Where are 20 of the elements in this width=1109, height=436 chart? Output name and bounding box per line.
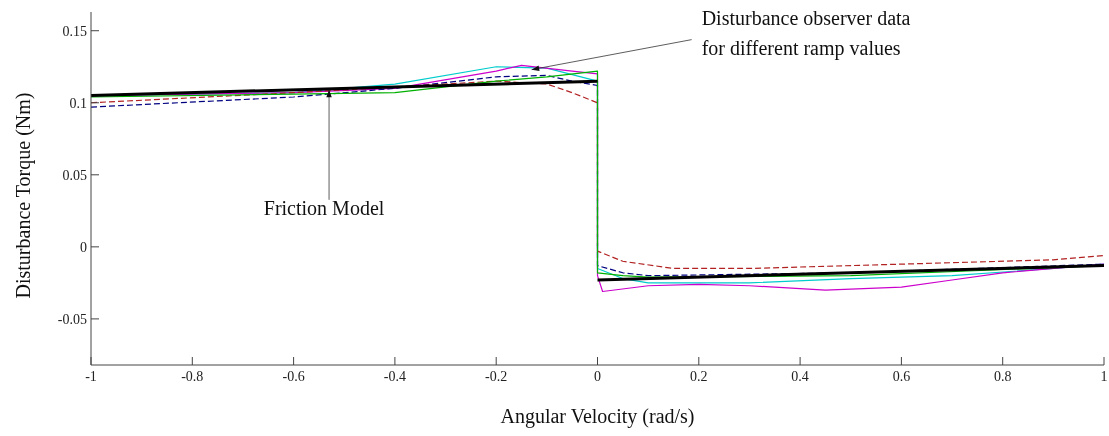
y-tick-label: 0.05 (62, 167, 87, 183)
x-tick-label: 1 (1100, 368, 1108, 384)
x-tick-label: -0.6 (282, 368, 305, 384)
y-tick-label: -0.05 (57, 311, 87, 327)
x-tick-label: 0.2 (690, 368, 708, 384)
x-tick-label: -0.8 (181, 368, 204, 384)
annotation: Disturbance observer data for different ramp values (701, 6, 911, 60)
x-tick-label: 0 (594, 368, 601, 384)
x-tick-label: -1 (85, 368, 97, 384)
x-tick-label: 0.4 (791, 368, 809, 384)
x-tick-label: 0.6 (892, 368, 911, 384)
x-tick-label: -0.2 (485, 368, 508, 384)
x-tick-label: 0.8 (993, 368, 1012, 384)
x-tick-label: -0.4 (383, 368, 406, 384)
y-tick-label: 0 (80, 239, 87, 255)
y-axis-title: Disturbance Torque (Nm) (12, 92, 36, 299)
y-tick-label: 0.15 (62, 23, 87, 39)
annotation: Friction Model (263, 196, 385, 219)
x-axis-title: Angular Velocity (rad/s) (500, 405, 695, 428)
y-tick-label: 0.1 (69, 95, 87, 111)
